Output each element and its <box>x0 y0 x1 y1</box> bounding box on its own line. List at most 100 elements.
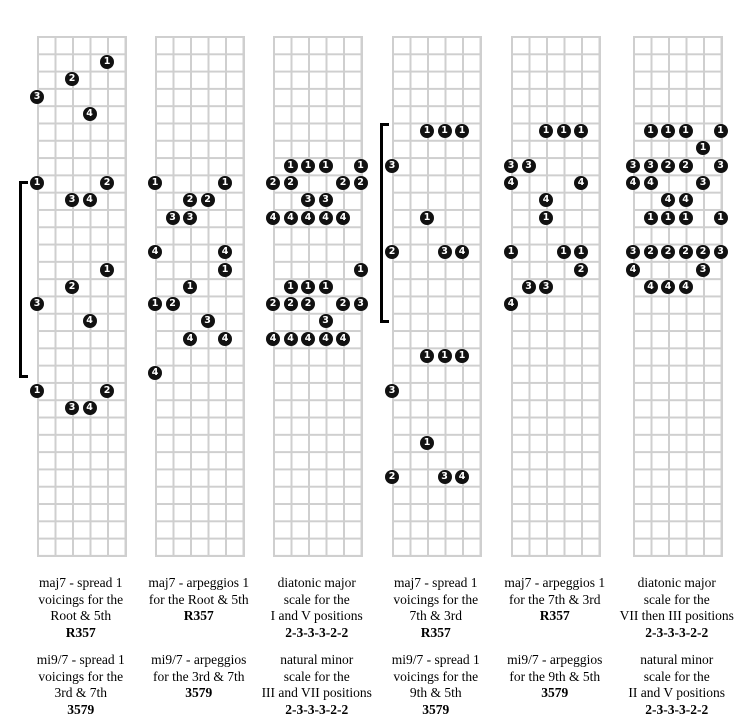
finger-dot: 3 <box>65 193 79 208</box>
finger-dot: 2 <box>696 245 710 260</box>
finger-dot: 3 <box>318 314 333 329</box>
finger-dot: 3 <box>539 279 553 294</box>
finger-dot: 1 <box>713 210 728 225</box>
finger-dot: 1 <box>574 124 588 139</box>
finger-dot: 3 <box>385 383 399 398</box>
finger-dot: 1 <box>283 279 298 294</box>
finger-dot: 4 <box>574 176 588 191</box>
finger-dot: 3 <box>30 89 44 104</box>
finger-dot: 3 <box>183 210 197 225</box>
finger-dot: 3 <box>353 297 368 312</box>
finger-dot: 2 <box>385 245 399 260</box>
finger-dot: 2 <box>100 383 114 398</box>
finger-dot: 2 <box>661 158 675 173</box>
caption-line: diatonic major <box>277 575 356 590</box>
caption-line: natural minor <box>280 652 354 667</box>
caption-line: voicings for the <box>38 668 124 684</box>
caption-col3-top: diatonic major scale for the I and V posit… <box>271 575 363 641</box>
finger-dot: 1 <box>661 124 675 139</box>
caption-line: mi9/7 - arpeggios <box>151 652 247 667</box>
finger-dot: 3 <box>200 314 215 329</box>
caption-line: 3rd & 7th <box>54 685 107 701</box>
finger-dot: 2 <box>661 245 675 260</box>
caption-fingering-label: R357 <box>539 608 570 624</box>
finger-dot: 4 <box>539 193 553 208</box>
finger-dot: 3 <box>504 158 518 173</box>
finger-dot: 1 <box>100 54 114 69</box>
finger-dot: 4 <box>218 331 232 346</box>
finger-dot: 4 <box>318 331 333 346</box>
finger-dot: 4 <box>301 331 315 346</box>
caption-col1-top: maj7 - spread 1 voicings for the Root & 5t… <box>38 575 123 641</box>
finger-dot: 4 <box>661 193 675 208</box>
finger-dot: 1 <box>420 124 434 139</box>
finger-dot: 3 <box>626 245 640 260</box>
finger-dot: 2 <box>65 279 79 294</box>
finger-dot: 4 <box>82 400 97 415</box>
finger-dot: 4 <box>266 210 280 225</box>
caption-line: VII then III positions <box>619 608 734 624</box>
position-span-bracket-2 <box>380 123 389 323</box>
finger-dot: 4 <box>626 176 640 191</box>
caption-col1-bottom: mi9/7 - spread 1 voicings for the 3rd & 7t… <box>37 652 125 718</box>
finger-dot: 1 <box>353 262 368 277</box>
caption-line: 7th & 3rd <box>409 608 462 624</box>
caption-line: for the 7th & 3rd <box>509 591 601 607</box>
finger-dot: 2 <box>283 297 298 312</box>
finger-dot: 4 <box>455 470 469 485</box>
finger-dot: 4 <box>336 210 350 225</box>
finger-dot: 4 <box>82 193 97 208</box>
finger-dot: 2 <box>165 297 180 312</box>
caption-line: natural minor <box>640 652 714 667</box>
finger-dot: 1 <box>556 245 571 260</box>
finger-dot: 3 <box>713 245 728 260</box>
caption-fingering-label: 3579 <box>185 685 213 701</box>
finger-dot: 1 <box>420 349 434 364</box>
finger-dot: 2 <box>336 297 350 312</box>
finger-dot: 1 <box>420 435 434 450</box>
finger-dot: 1 <box>713 124 728 139</box>
finger-dot: 1 <box>30 383 44 398</box>
finger-dot: 4 <box>336 331 350 346</box>
finger-dot: 1 <box>539 210 553 225</box>
finger-dot: 4 <box>678 193 693 208</box>
caption-line: maj7 - spread 1 <box>38 575 123 590</box>
caption-fingering-label: 2-3-3-3-2-2 <box>645 624 709 640</box>
finger-dot: 1 <box>696 141 710 156</box>
caption-line: 9th & 5th <box>409 685 462 701</box>
caption-line: voicings for the <box>393 668 479 684</box>
finger-dot: 4 <box>301 210 315 225</box>
caption-line: III and VII positions <box>261 685 372 701</box>
finger-dot: 3 <box>521 158 536 173</box>
finger-dot: 1 <box>318 158 333 173</box>
finger-dot: 2 <box>65 72 79 87</box>
caption-fingering-label: R357 <box>183 608 214 624</box>
finger-dot: 3 <box>696 262 710 277</box>
caption-fingering-label: R357 <box>65 624 96 640</box>
finger-dot: 1 <box>301 279 315 294</box>
finger-dot: 1 <box>301 158 315 173</box>
caption-col4-top: maj7 - spread 1 voicings for the 7th & 3rd… <box>393 575 478 641</box>
finger-dot: 1 <box>437 124 452 139</box>
caption-line: maj7 - spread 1 <box>393 575 478 590</box>
finger-dot: 1 <box>539 124 553 139</box>
finger-dot: 1 <box>678 124 693 139</box>
caption-line: scale for the <box>643 591 710 607</box>
finger-dot: 3 <box>626 158 640 173</box>
finger-dot: 4 <box>148 245 162 260</box>
finger-dot: 1 <box>455 349 469 364</box>
finger-dot: 1 <box>661 210 675 225</box>
caption-line: mi9/7 - spread 1 <box>391 652 480 667</box>
caption-line: diatonic major <box>637 575 716 590</box>
finger-dot: 1 <box>678 210 693 225</box>
finger-dot: 2 <box>200 193 215 208</box>
caption-fingering-label: R357 <box>420 624 451 640</box>
caption-line: for the 9th & 5th <box>509 668 601 684</box>
caption-col2-top: maj7 - arpeggios 1 for the Root & 5th R357 <box>148 575 249 625</box>
finger-dot: 3 <box>696 176 710 191</box>
